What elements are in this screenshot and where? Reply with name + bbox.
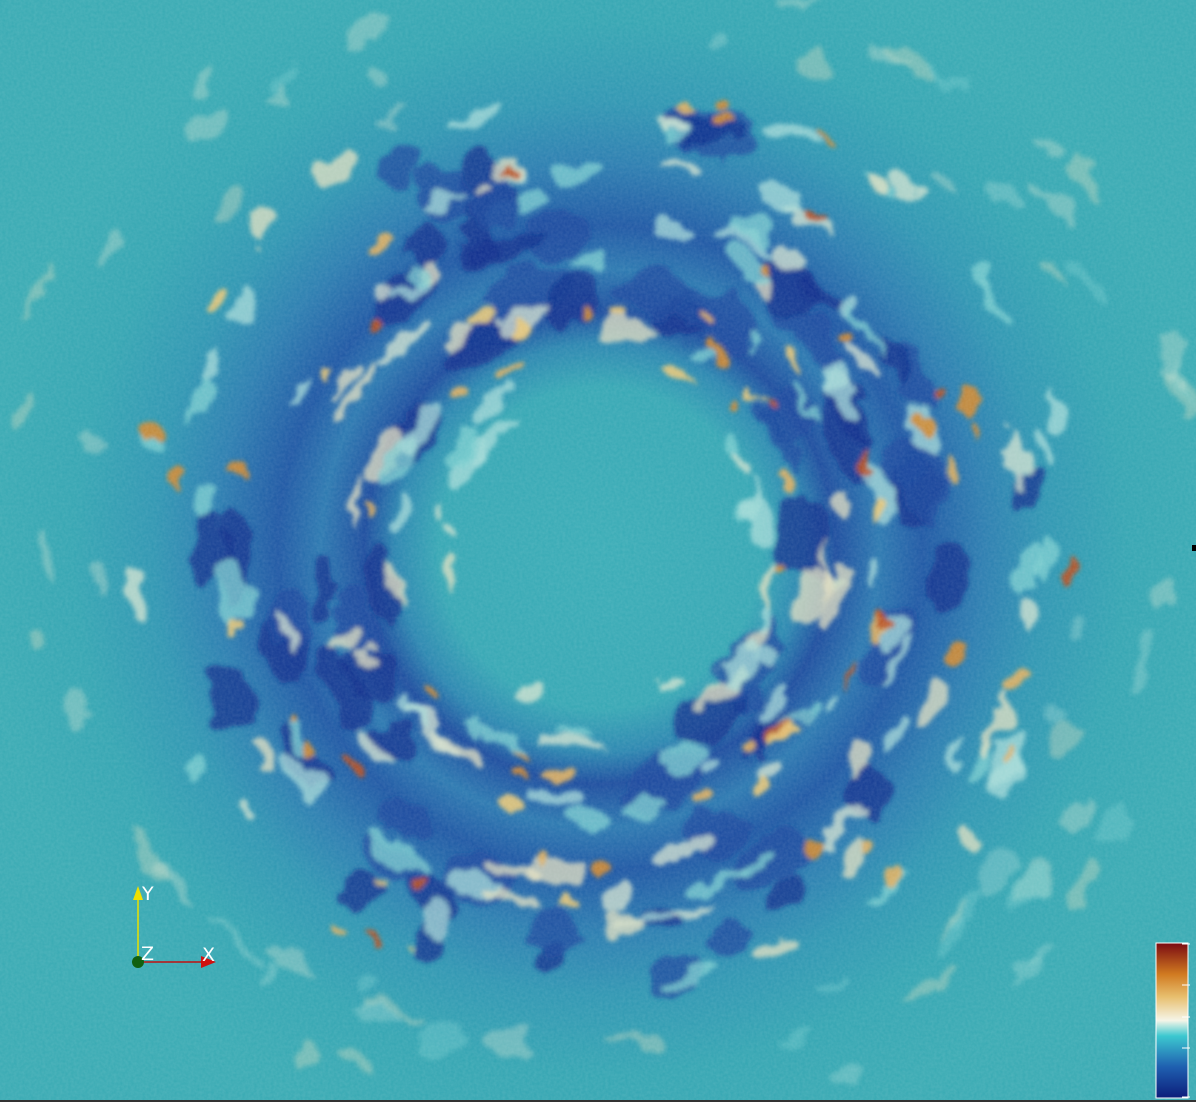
- z-axis-label: Z: [141, 943, 154, 965]
- z-axis-dot: [132, 956, 144, 968]
- y-axis-arrow: [133, 886, 143, 900]
- x-axis-label: X: [202, 944, 215, 966]
- color-bar: [1155, 942, 1189, 1099]
- y-axis-label: Y: [141, 883, 154, 905]
- color-legend: [1155, 942, 1190, 1099]
- orientation-axes: Y Z X: [132, 883, 216, 968]
- x-axis-arrow: [201, 956, 216, 968]
- view-marker: [1192, 545, 1196, 551]
